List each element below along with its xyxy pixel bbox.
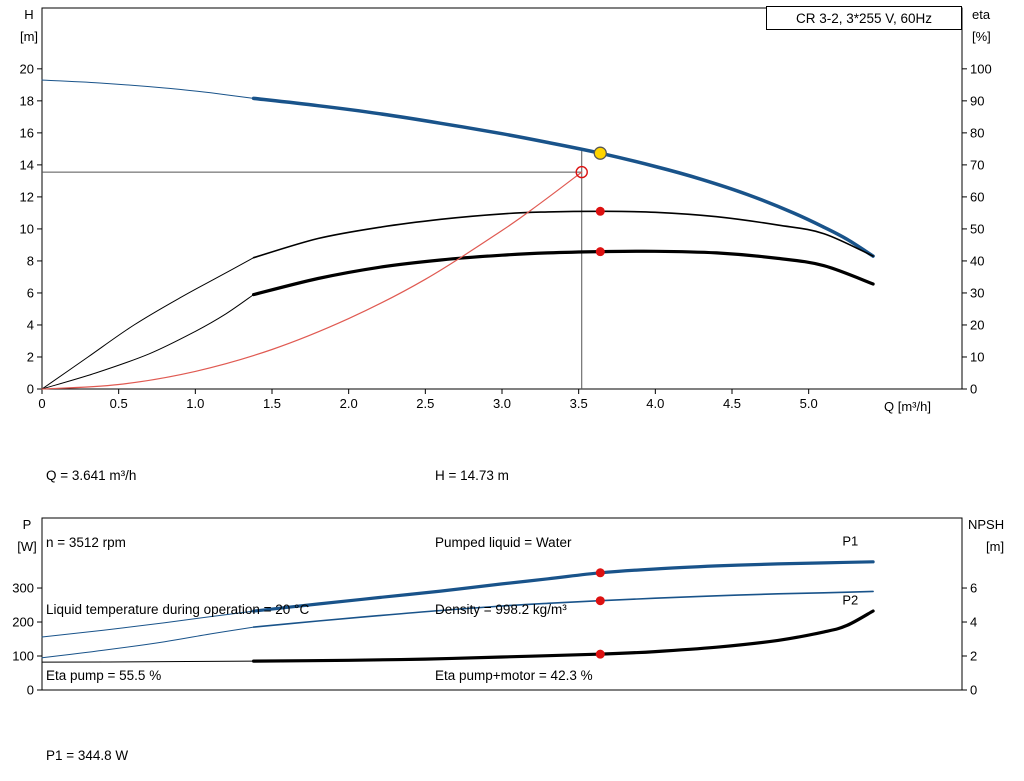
p1-curve-label: P1 <box>842 534 858 549</box>
p1-curve <box>252 560 875 613</box>
y-left-tick-label: 8 <box>27 253 34 268</box>
y-right-tick-label: 10 <box>970 349 984 364</box>
readout-speed: n = 3512 rpm <box>46 535 126 551</box>
y-right-tick-label: 4 <box>970 615 977 630</box>
qh-frame <box>41 7 963 390</box>
y-left-tick-label: 2 <box>27 349 34 364</box>
eta-pump-duty-dot <box>595 206 605 216</box>
p2-duty-dot <box>595 596 605 606</box>
readout-pumped-liquid: Pumped liquid = Water <box>435 535 572 551</box>
requested-duty-point <box>575 165 588 179</box>
x-tick-label: 5.0 <box>800 396 818 411</box>
readout-liquid-temp: Liquid temperature during operation = 20… <box>46 601 310 617</box>
npsh-lead <box>41 660 255 663</box>
y-left-tick-label: 0 <box>27 382 34 397</box>
x-tick-label: 2.5 <box>416 396 434 411</box>
x-tick-label: 3.0 <box>493 396 511 411</box>
y-right-tick-label: 70 <box>970 157 984 172</box>
eta-pump-curve <box>252 210 874 259</box>
y-left-tick-label: 0 <box>27 683 34 698</box>
y-left-tick-label: 14 <box>20 157 34 172</box>
x-tick-label: 4.0 <box>646 396 664 411</box>
pump-title-box: CR 3-2, 3*255 V, 60Hz <box>766 6 962 30</box>
readout-p1: P1 = 344.8 W <box>46 748 129 764</box>
p2-curve <box>252 590 874 628</box>
affinity-parabola <box>41 171 583 390</box>
y-right-tick-label: 90 <box>970 93 984 108</box>
y-right-axis-unit: [%] <box>972 29 991 44</box>
x-tick-label: 1.5 <box>263 396 281 411</box>
y-right-tick-label: 0 <box>970 683 977 698</box>
y-left-tick-label: 300 <box>12 581 34 596</box>
power-npsh-chart: 0 100 200 300 0 2 4 6 P [W] NPSH [m] P1 P2 <box>12 517 1004 698</box>
y-right-tick-label: 30 <box>970 285 984 300</box>
readout-h: H = 14.73 m <box>435 468 509 484</box>
y-left-tick-label: 4 <box>27 317 34 332</box>
y-right-tick-label: 80 <box>970 125 984 140</box>
x-tick-label: 2.0 <box>340 396 358 411</box>
p1-duty-dot <box>595 568 605 578</box>
y-left-tick-label: 200 <box>12 615 34 630</box>
eta-pump-motor-curve <box>252 249 875 297</box>
x-tick-label: 0 <box>38 396 45 411</box>
duty-readout-right: H = 14.73 m Pumped liquid = Water Densit… <box>435 421 593 732</box>
y-left-tick-label: 100 <box>12 649 34 664</box>
y-right-axis-label: eta <box>972 7 991 22</box>
x-axis-label: Q [m³/h] <box>884 399 931 414</box>
readout-eta-pump: Eta pump = 55.5 % <box>46 668 162 684</box>
p1-lead <box>41 610 255 638</box>
y-right-tick-label: 20 <box>970 317 984 332</box>
y-right-tick-label: 100 <box>970 61 992 76</box>
y-right-tick-label: 60 <box>970 189 984 204</box>
eta-pump-motor-duty-dot <box>595 247 605 257</box>
head-curve <box>251 96 875 258</box>
y-right-tick-label: 2 <box>970 649 977 664</box>
power-readout: P1 = 344.8 W P2 = 262.7 W NPSH = 2.11 m <box>46 701 139 781</box>
qh-chart: 0 2 4 6 8 10 12 14 16 18 20 0 10 20 30 40 50 60 70 80 90 100 0… <box>20 7 992 414</box>
head-curve-lead <box>41 79 255 99</box>
y-left-axis-unit: [W] <box>17 539 37 554</box>
y-right-tick-label: 0 <box>970 382 977 397</box>
y-left-axis-unit: [m] <box>20 29 38 44</box>
p2-curve-label: P2 <box>842 592 858 607</box>
eta-pump-lead <box>41 257 255 390</box>
x-tick-label: 1.0 <box>186 396 204 411</box>
power-npsh-frame <box>41 517 963 691</box>
readout-q: Q = 3.641 m³/h <box>46 468 137 484</box>
y-right-tick-label: 40 <box>970 253 984 268</box>
y-left-tick-label: 6 <box>27 285 34 300</box>
y-left-tick-label: 10 <box>20 221 34 236</box>
y-left-axis-label: H <box>24 7 33 22</box>
y-left-tick-label: 16 <box>20 125 34 140</box>
x-tick-label: 4.5 <box>723 396 741 411</box>
readout-eta-pump-motor: Eta pump+motor = 42.3 % <box>435 668 593 684</box>
y-left-axis-label: P <box>23 517 32 532</box>
y-right-tick-label: 50 <box>970 221 984 236</box>
p2-lead <box>41 626 255 659</box>
eta-pump-motor-lead <box>41 294 255 390</box>
duty-point[interactable] <box>593 146 607 160</box>
y-right-axis-unit: [m] <box>986 539 1004 554</box>
x-tick-label: 0.5 <box>110 396 128 411</box>
readout-density: Density = 998.2 kg/m³ <box>435 601 567 617</box>
y-left-tick-label: 12 <box>20 189 34 204</box>
duty-readout-left: Q = 3.641 m³/h n = 3512 rpm Liquid tempe… <box>46 421 309 732</box>
y-left-tick-label: 18 <box>20 93 34 108</box>
y-right-tick-label: 6 <box>970 581 977 596</box>
y-right-axis-label: NPSH <box>968 517 1004 532</box>
y-left-tick-label: 20 <box>20 61 34 76</box>
x-tick-label: 3.5 <box>570 396 588 411</box>
npsh-curve <box>252 609 875 663</box>
npsh-duty-dot <box>595 649 605 659</box>
